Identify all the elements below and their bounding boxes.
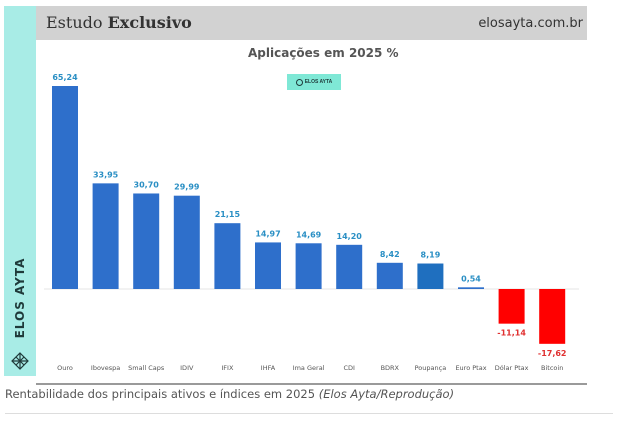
category-label: BDRX [381,364,400,372]
data-label: 8,42 [380,250,400,259]
category-label: IFIX [221,364,234,372]
bar-ifix [214,223,241,289]
data-label: 0,54 [461,274,481,283]
side-strip: ELOS AYTA [4,6,36,376]
data-label: -11,14 [497,329,526,338]
header-bar: Estudo Exclusivo elosayta.com.br [36,6,587,40]
category-label: Ima Geral [293,364,325,372]
bar-ibovespa [92,183,119,289]
category-label: Poupança [415,364,447,372]
category-label: CDI [343,364,355,372]
brand-badge-text: ELOS AYTA [304,79,333,85]
chart-title: Aplicações em 2025 % [248,46,399,60]
bar-poupan-a [417,263,444,289]
category-label: Dólar Ptax [495,364,529,372]
category-label: Ouro [57,364,73,372]
data-label: 65,24 [52,73,78,82]
bar-ihfa [255,242,281,289]
data-label: 30,70 [134,180,160,189]
header-title: Estudo Exclusivo [46,13,192,32]
side-brand: ELOS AYTA [4,236,36,376]
bar-bitcoin [539,289,566,344]
divider [5,413,613,414]
bar-euro-ptax [458,287,484,289]
header-title-bold: Exclusivo [107,13,192,32]
elos-ayta-logo-icon [11,352,29,370]
bar-idiv [173,195,200,289]
category-label: IDIV [180,364,194,372]
data-label: 14,69 [296,230,322,239]
elos-ayta-logo-icon [295,78,303,86]
data-label: 33,95 [93,170,119,179]
data-label: -17,62 [538,349,567,358]
bar-bdrx [376,262,403,289]
header-site: elosayta.com.br [478,16,583,31]
category-label: Bitcoin [541,364,563,372]
data-label: 14,97 [255,229,280,238]
category-label: Euro Ptax [455,364,486,372]
caption-text: Rentabilidade dos principais ativos e ín… [5,387,319,401]
bar-cdi [336,244,363,289]
bar-ouro [52,86,78,289]
image-caption: Rentabilidade dos principais ativos e ín… [5,387,454,401]
header-title-regular: Estudo [46,13,103,32]
bottom-axis-line [36,383,587,385]
bar-d-lar-ptax [498,289,525,324]
data-label: 21,15 [215,210,241,219]
category-label: IHFA [261,364,276,372]
bar-small-caps [133,193,160,289]
data-label: 29,99 [174,183,200,192]
category-label: Ibovespa [91,364,120,372]
caption-credit: (Elos Ayta/Reprodução) [318,387,455,401]
data-label: 14,20 [337,232,363,241]
brand-badge: ELOS AYTA [287,74,341,90]
bar-ima-geral [295,243,322,289]
bar-chart: 65,24 Ouro 33,95 Ibovespa 30,70 Small Caps 29,… [44,73,579,372]
data-label: 8,19 [421,251,441,260]
chart-image: ELOS AYTA Estudo Exclusivo elosayta.com.… [4,6,587,385]
category-label: Small Caps [128,364,165,372]
